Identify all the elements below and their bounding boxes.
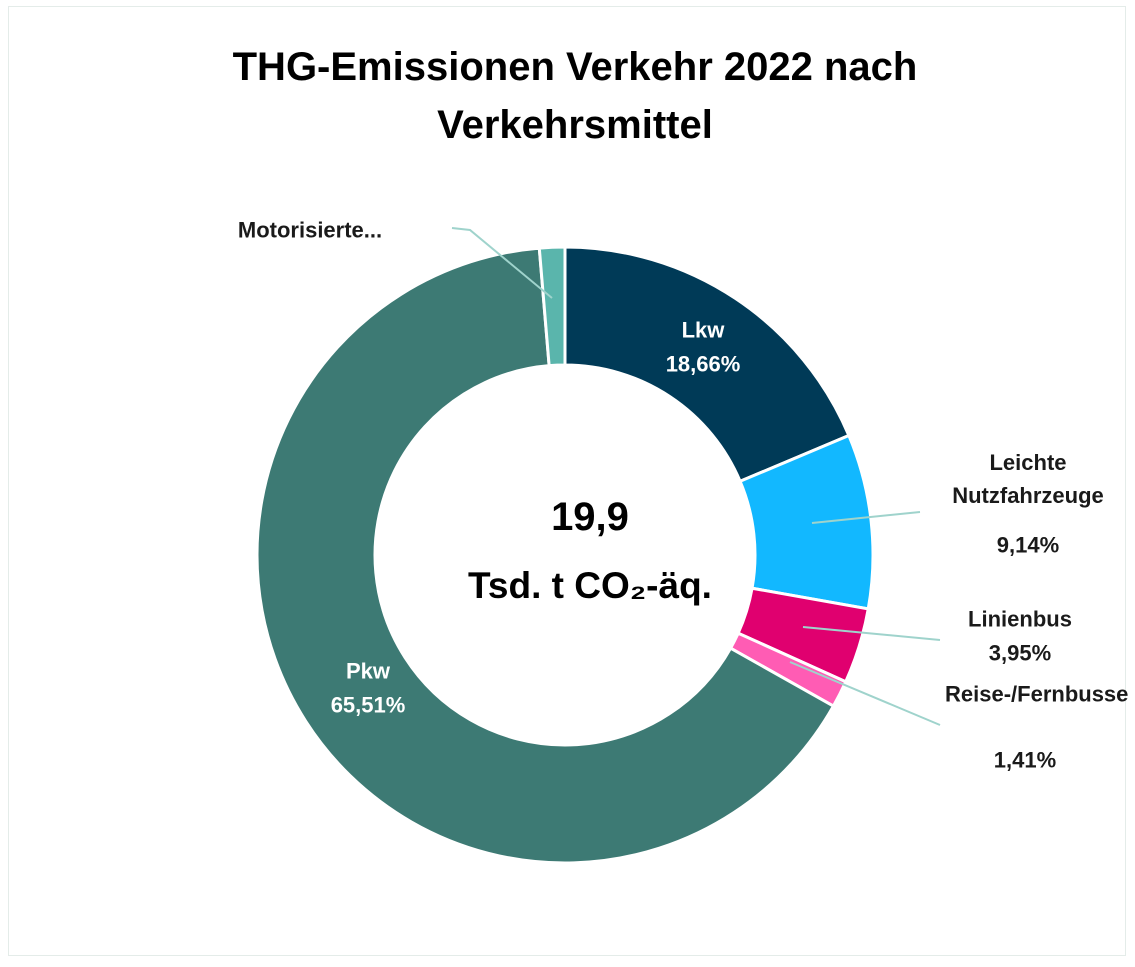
chart-frame	[8, 6, 1126, 956]
value-label: 65,51%	[330, 692, 406, 718]
leader-line	[811, 511, 921, 524]
category-label: Pkw	[345, 658, 391, 684]
leader-line	[802, 626, 941, 641]
value-label: 18,66%	[665, 351, 741, 377]
center-unit: Tsd. t CO₂-äq.	[468, 565, 712, 606]
value-label: 9,14%	[996, 532, 1060, 558]
category-label: Linienbus	[968, 606, 1072, 632]
value-label: 3,95%	[988, 640, 1052, 666]
value-label: 1,41%	[993, 747, 1057, 773]
center-value: 19,9	[551, 495, 629, 539]
donut-slice	[563, 245, 851, 484]
category-label: Motorisierte...	[237, 217, 383, 243]
donut-slice	[537, 245, 567, 368]
leader-line	[789, 661, 941, 726]
donut-slice	[255, 246, 836, 865]
leader-line	[451, 227, 553, 299]
category-label: Reise-/Fernbusse	[945, 681, 1129, 707]
category-label: Leichte Nutzfahrzeuge	[952, 450, 1104, 508]
category-label: Lkw	[681, 317, 725, 343]
chart-title: THG-Emissionen Verkehr 2022 nach Verkehr…	[232, 45, 918, 147]
